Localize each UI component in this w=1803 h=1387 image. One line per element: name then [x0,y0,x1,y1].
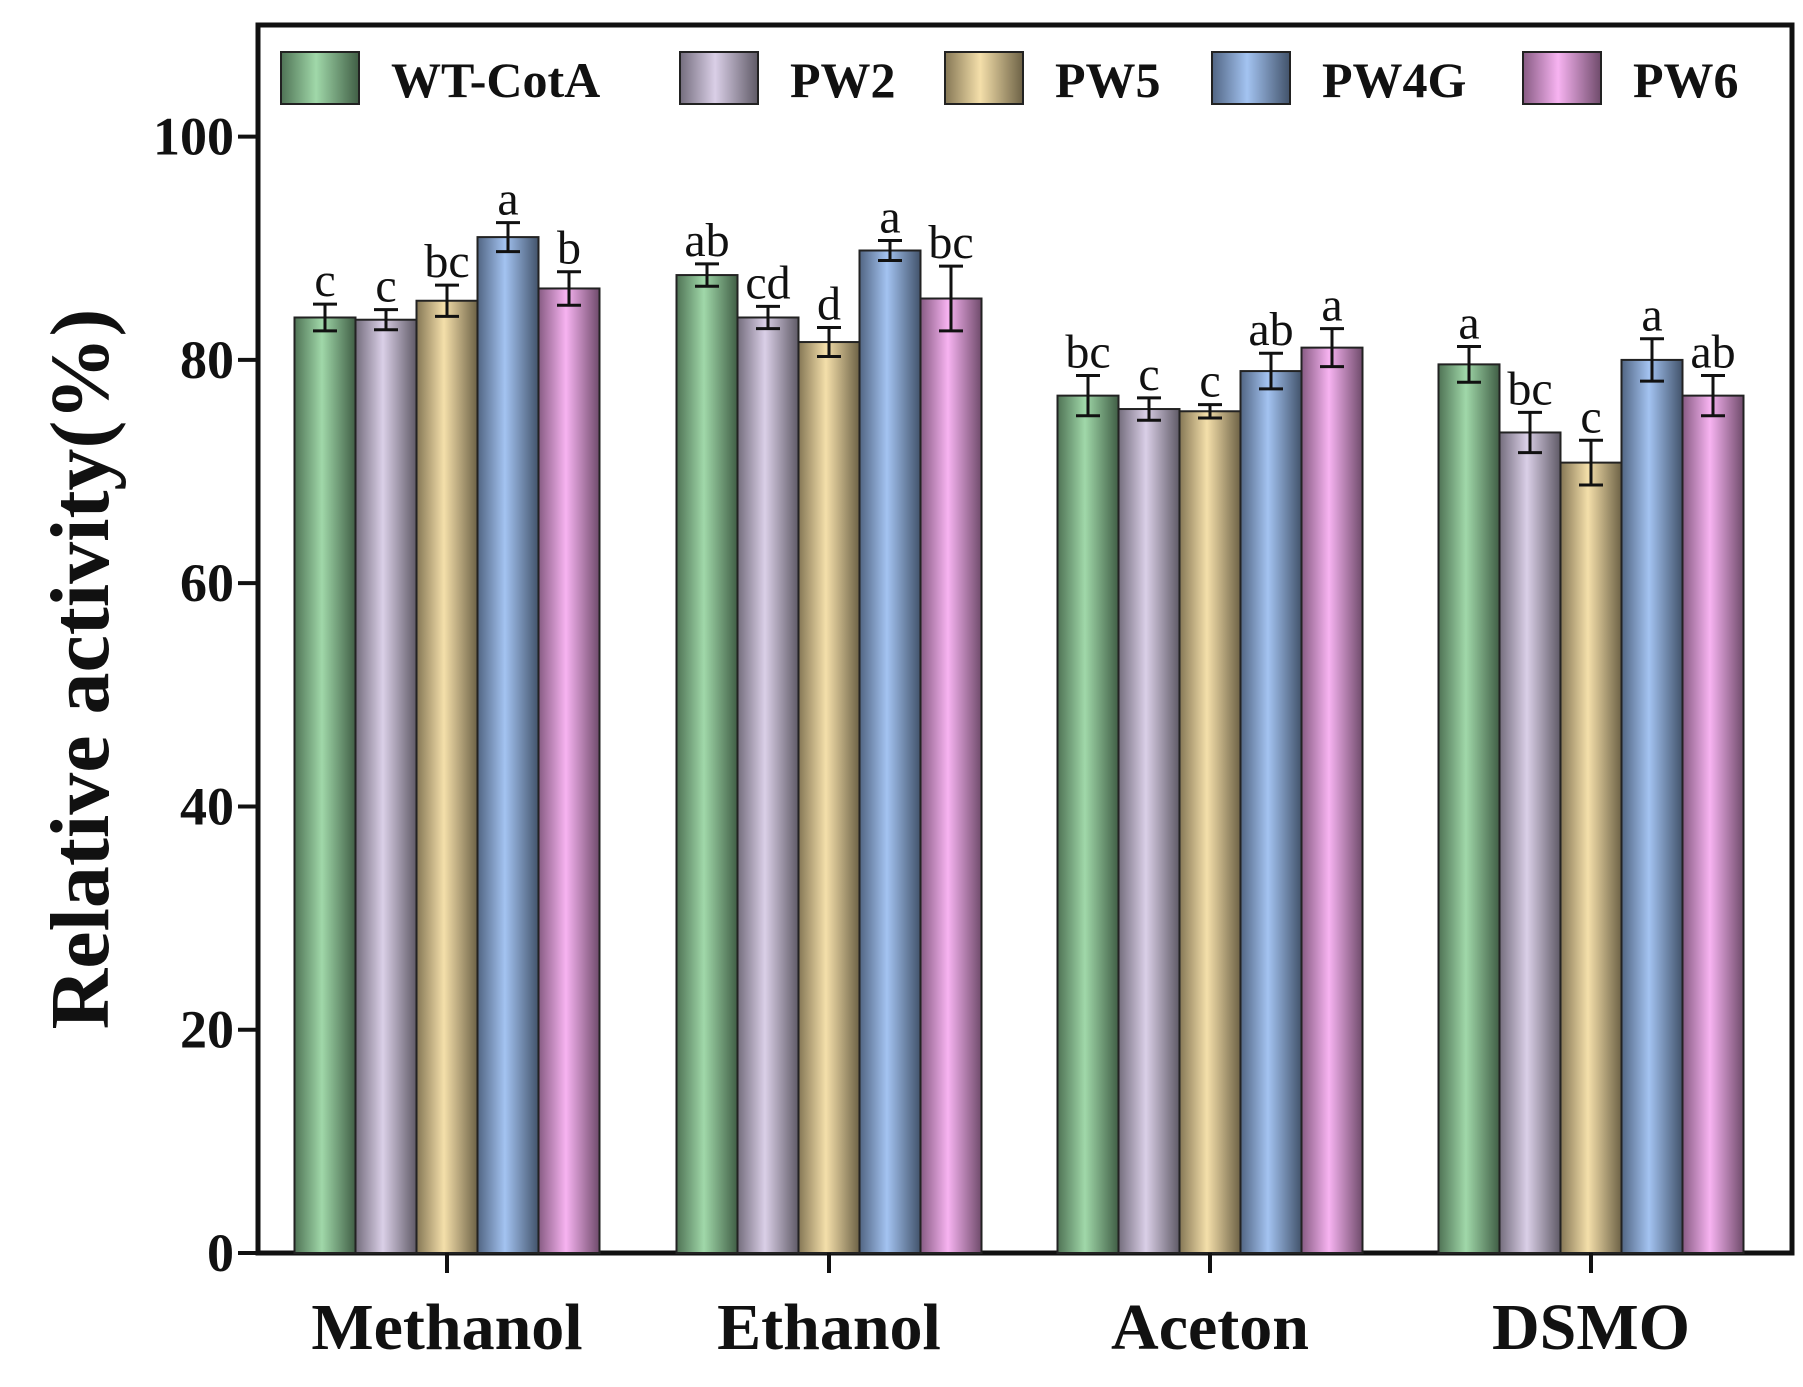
y-tick-label: 40 [180,776,234,836]
x-axis: Methanol Ethanol Aceton DSMO [311,1253,1690,1364]
legend-label-pw2: PW2 [790,52,896,108]
plot-frame [255,22,1795,1256]
legend-swatch-pw5 [944,51,1024,105]
legend-label-pw5: PW5 [1055,52,1161,108]
significance-letter: ab [1690,326,1735,379]
bar-pw2-dsmo [1498,431,1562,1254]
legend-swatch-wt-cota [280,51,360,105]
significance-letter: c [375,260,396,313]
errorbars-layer [313,221,1725,487]
bar-pw4g-dsmo [1620,358,1684,1254]
significance-letter: ab [1248,303,1293,356]
bar-pw6-dsmo [1681,394,1745,1254]
bar-pw4g-methanol [476,236,540,1255]
significance-letter: a [879,190,900,243]
significance-letter: cd [745,256,790,309]
significance-letter: ab [684,214,729,267]
x-tick-label: Aceton [1111,1291,1309,1364]
bar-pw5-aceton [1178,410,1242,1254]
significance-letter: bc [928,216,973,269]
bar-pw5-dsmo [1559,461,1623,1254]
significance-letter: a [497,173,518,226]
significance-letter: bc [1065,326,1110,379]
x-tick-label: Ethanol [717,1291,941,1364]
significance-letter: c [1199,355,1220,408]
bar-pw5-methanol [415,299,479,1254]
bar-pw2-methanol [354,318,418,1255]
bar-pw2-aceton [1117,408,1181,1254]
significance-letter: bc [424,235,469,288]
bar-pw6-aceton [1300,346,1364,1254]
bar-pw4g-aceton [1239,370,1303,1254]
bar-pw2-ethanol [736,316,800,1255]
legend-swatch-pw4g [1211,51,1291,105]
significance-letter: c [314,254,335,307]
legend-label-wt-cota: WT-CotA [391,52,600,108]
significance-letter: b [557,222,581,275]
y-axis: 0 20 40 60 80 100 [153,107,258,1283]
significance-letter: c [1138,348,1159,401]
significance-letter: d [817,278,841,331]
y-tick-label: 20 [180,1000,234,1060]
bars-layer [293,236,1745,1255]
y-tick-label: 80 [180,330,234,390]
significance-letter: bc [1507,362,1552,415]
legend-swatch-pw6 [1522,51,1602,105]
legend-swatch-pw2 [679,51,759,105]
significance-letter: c [1580,390,1601,443]
legend-label-pw4g: PW4G [1322,52,1466,108]
bar-pw6-methanol [537,287,601,1255]
y-tick-label: 100 [153,107,234,167]
x-tick-label: Methanol [311,1291,582,1364]
y-axis-title: Relative activity(%) [34,309,127,1030]
y-tick-label: 0 [207,1223,234,1283]
significance-letter: a [1641,289,1662,342]
significance-letter: a [1458,297,1479,350]
bar-wt-cota-methanol [293,316,357,1255]
legend-label-pw6: PW6 [1633,52,1739,108]
y-tick-label: 60 [180,553,234,613]
bar-pw5-ethanol [797,341,861,1254]
bar-pw6-ethanol [919,297,983,1254]
bar-wt-cota-ethanol [675,274,739,1255]
bar-wt-cota-dsmo [1437,363,1501,1254]
significance-letter: a [1321,279,1342,332]
x-tick-label: DSMO [1492,1291,1690,1364]
bar-pw4g-ethanol [858,249,922,1255]
legend: WT-CotA PW2 PW5 PW4G PW6 [280,51,1739,108]
bar-wt-cota-aceton [1056,394,1120,1254]
